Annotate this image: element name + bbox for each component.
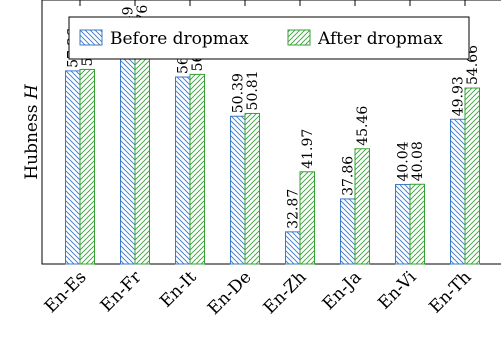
bar-after-en-vi: [409, 183, 425, 265]
legend-swatch-after: [287, 29, 311, 46]
value-label-after-en-de: 50.81: [245, 70, 261, 110]
bar-before-en-th: [450, 118, 466, 265]
value-label-before-en-th: 49.93: [451, 76, 467, 116]
legend-swatch-before: [79, 29, 103, 46]
category-label-en-fr: En-Fr: [97, 267, 146, 316]
bar-after-en-th: [464, 87, 480, 265]
bar-before-en-ja: [340, 198, 356, 265]
y-axis-label-symbol: H: [22, 83, 42, 100]
bar-after-en-fr: [134, 47, 150, 265]
legend-label-before: Before dropmax: [110, 29, 249, 49]
value-label-before-en-ja: 37.86: [341, 156, 357, 196]
category-label-en-it: En-It: [156, 267, 200, 311]
value-label-before-en-vi: 40.04: [396, 141, 412, 181]
bar-after-en-zh: [299, 171, 315, 265]
bar-before-en-it: [175, 76, 191, 265]
value-label-before-en-de: 50.39: [231, 73, 247, 113]
value-label-after-en-ja: 45.46: [355, 106, 371, 146]
bar-after-en-es: [79, 68, 95, 265]
bar-before-en-vi: [395, 184, 411, 265]
category-label-en-es: En-Es: [41, 267, 91, 317]
bars: [65, 47, 480, 265]
value-label-after-en-vi: 40.08: [410, 141, 426, 181]
legend: Before dropmax After dropmax: [68, 16, 470, 60]
legend-label-after: After dropmax: [317, 29, 443, 49]
bar-after-en-de: [244, 112, 260, 265]
value-label-after-en-zh: 41.97: [300, 129, 316, 169]
category-label-en-zh: En-Zh: [260, 267, 311, 318]
category-label-en-th: En-Th: [425, 267, 475, 317]
bar-before-en-zh: [285, 231, 301, 265]
plot-frame: [41, 0, 501, 265]
legend-box: [68, 16, 470, 60]
bar-before-en-es: [65, 70, 81, 265]
y-axis-label: Hubness H: [22, 83, 42, 180]
value-label-before-en-zh: 32.87: [286, 189, 302, 229]
bar-after-en-it: [189, 73, 205, 265]
bar-before-en-de: [230, 115, 246, 265]
bar-before-en-fr: [120, 49, 136, 265]
category-label-en-de: En-De: [204, 267, 255, 318]
category-label-en-ja: En-Ja: [319, 267, 366, 314]
category-labels: En-Es En-Fr En-It En-De En-Zh En-Ja En-Vi En-Th: [41, 267, 476, 319]
bar-after-en-ja: [354, 148, 370, 265]
y-axis-label-text: Hubness: [22, 105, 42, 180]
category-label-en-vi: En-Vi: [374, 267, 421, 314]
